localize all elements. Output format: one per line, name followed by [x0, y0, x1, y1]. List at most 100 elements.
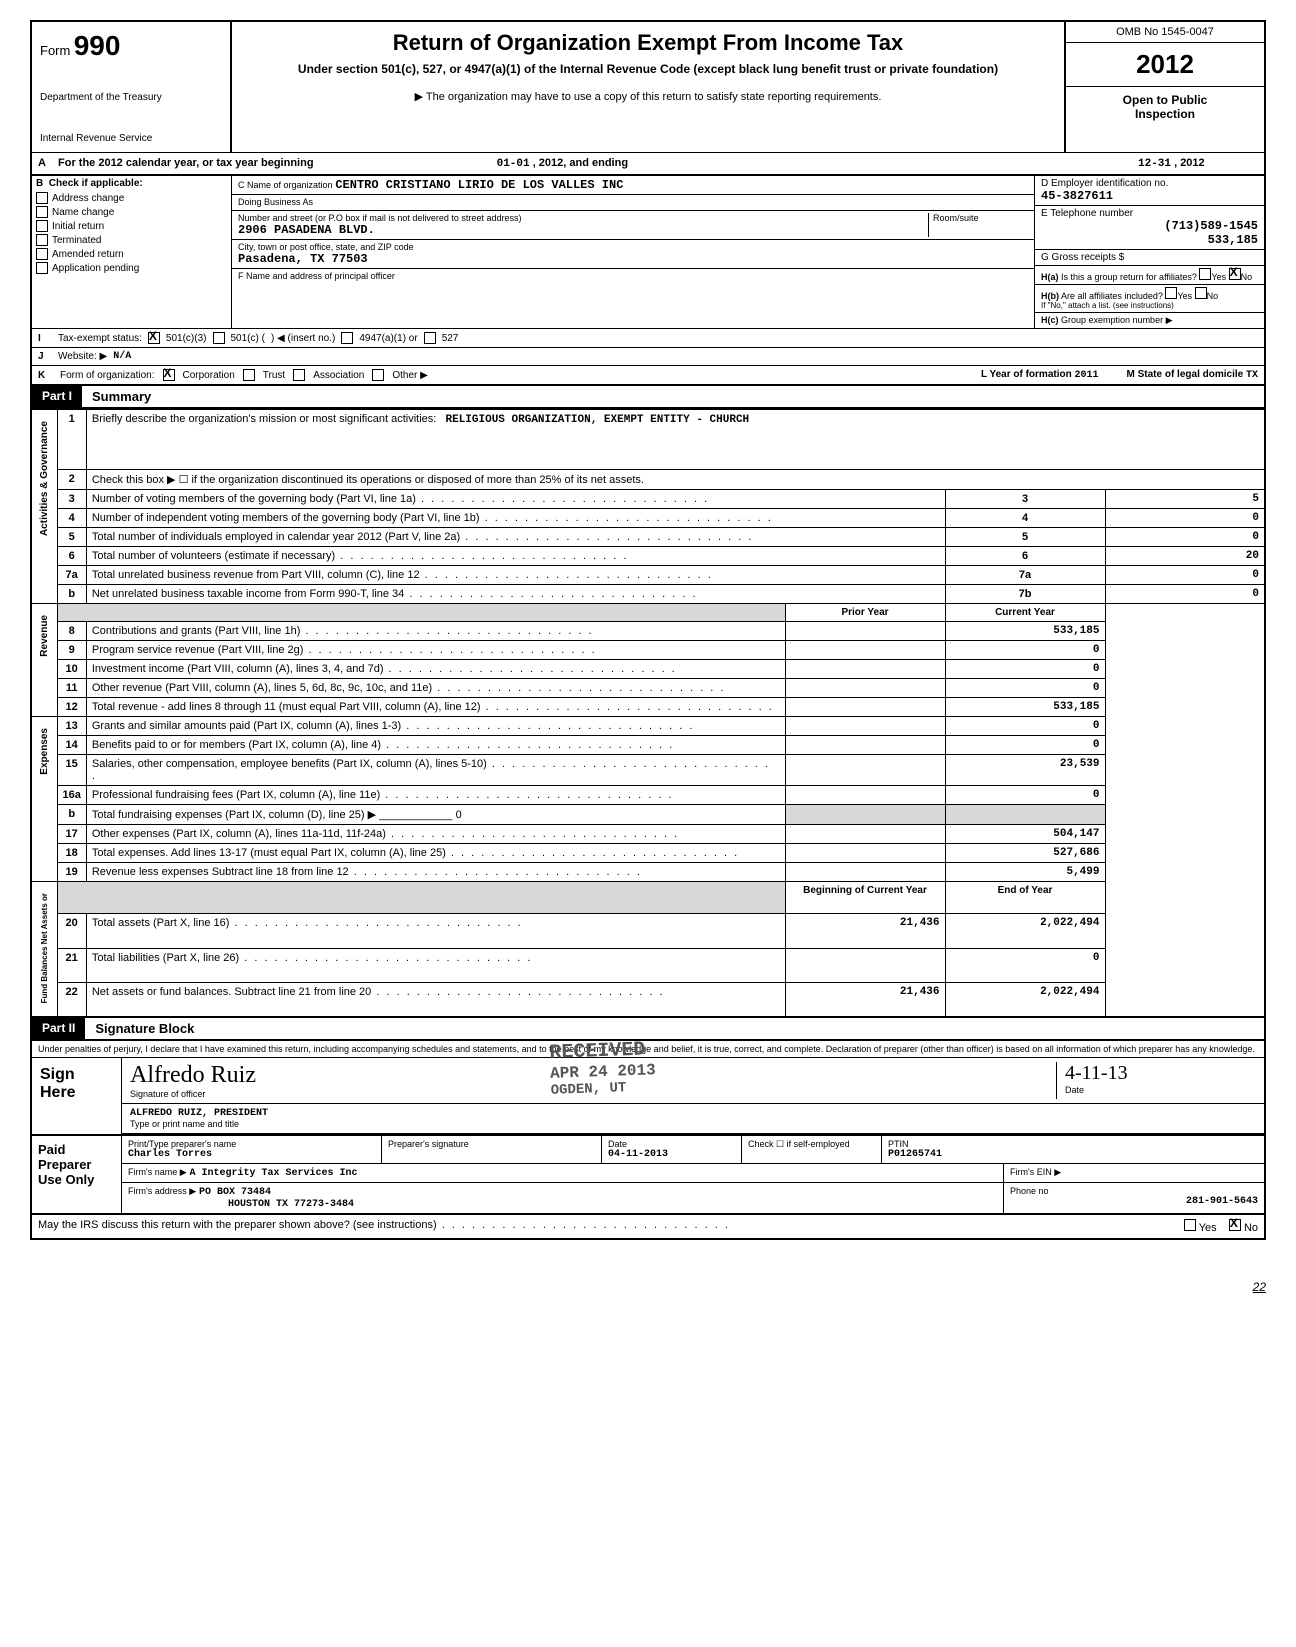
check-amended[interactable]: Amended return: [32, 247, 231, 261]
lc: 7a: [945, 566, 1105, 585]
phone-value: (713)589-1545: [1041, 219, 1258, 233]
lp: 21,436: [785, 914, 945, 948]
sign-label2: Here: [40, 1084, 113, 1102]
lt: Number of independent voting members of …: [86, 509, 945, 528]
checkbox-icon[interactable]: [424, 332, 436, 344]
checkbox-icon[interactable]: [36, 206, 48, 218]
perjury-text: Under penalties of perjury, I declare th…: [32, 1041, 1264, 1058]
row-k: K Form of organization: Corporation Trus…: [30, 366, 1266, 386]
lv: 0: [945, 717, 1105, 736]
firm-ein-cell: Firm's EIN ▶: [1004, 1164, 1264, 1182]
checkbox-icon[interactable]: [163, 369, 175, 381]
street-label: Number and street (or P.O box if mail is…: [238, 213, 928, 223]
checkbox-icon[interactable]: [1184, 1219, 1196, 1231]
lt: Total expenses. Add lines 13-17 (must eq…: [86, 844, 785, 863]
prior-year-hdr: Prior Year: [785, 604, 945, 622]
line-8: 8Contributions and grants (Part VIII, li…: [31, 622, 1265, 641]
firm-name: A Integrity Tax Services Inc: [189, 1168, 357, 1179]
ln: 15: [57, 755, 86, 786]
paid-label: Paid: [38, 1142, 115, 1157]
checkbox-icon[interactable]: [1229, 268, 1241, 280]
lt: Total revenue - add lines 8 through 11 (…: [86, 698, 785, 717]
lp: [785, 863, 945, 882]
dba-row: Doing Business As: [232, 195, 1034, 211]
lv: 0: [945, 736, 1105, 755]
ln: 12: [57, 698, 86, 717]
ln: b: [57, 805, 86, 825]
lp: [785, 825, 945, 844]
lv: 5,499: [945, 863, 1105, 882]
i-label: I: [32, 329, 52, 347]
checkbox-icon[interactable]: [293, 369, 305, 381]
line2-num: 2: [57, 470, 86, 490]
check-application-pending[interactable]: Application pending: [32, 261, 231, 275]
checkbox-icon[interactable]: [372, 369, 384, 381]
checkbox-icon[interactable]: [1195, 287, 1207, 299]
checkbox-icon[interactable]: [36, 192, 48, 204]
checkbox-icon[interactable]: [36, 220, 48, 232]
phone-value2: 533,185: [1041, 233, 1258, 247]
lp: [785, 736, 945, 755]
lt: Other revenue (Part VIII, column (A), li…: [86, 679, 785, 698]
lv: 0: [1105, 509, 1265, 528]
check-terminated[interactable]: Terminated: [32, 233, 231, 247]
line1-text: Briefly describe the organization's miss…: [92, 413, 436, 425]
ln: 8: [57, 622, 86, 641]
preparer-label-text: Preparer: [38, 1157, 115, 1172]
lt: Total fundraising expenses (Part IX, col…: [86, 805, 785, 825]
checkbox-icon[interactable]: [243, 369, 255, 381]
checkbox-icon[interactable]: [1229, 1219, 1241, 1231]
omb-number: OMB No 1545-0047: [1066, 22, 1264, 43]
ln: 5: [57, 528, 86, 547]
sig-date-value: 4-11-13: [1065, 1062, 1256, 1085]
checkbox-icon[interactable]: [148, 332, 160, 344]
checkbox-icon[interactable]: [36, 234, 48, 246]
opt-501c3: 501(c)(3): [166, 333, 207, 344]
open-public: Open to Public Inspection: [1066, 87, 1264, 127]
form-title: Return of Organization Exempt From Incom…: [240, 30, 1056, 56]
address-change-label: Address change: [52, 193, 124, 204]
ln: 10: [57, 660, 86, 679]
checkbox-icon[interactable]: [213, 332, 225, 344]
checkbox-icon[interactable]: [341, 332, 353, 344]
lt: Grants and similar amounts paid (Part IX…: [86, 717, 785, 736]
side-revenue: Revenue: [31, 604, 57, 717]
checkbox-icon[interactable]: [36, 248, 48, 260]
officer-row: F Name and address of principal officer: [232, 269, 1034, 284]
street-row: Number and street (or P.O box if mail is…: [232, 211, 1034, 240]
phone-label: Phone no: [1010, 1186, 1258, 1196]
officer-sig-line: Alfredo Ruiz Signature of officer 4-11-1…: [122, 1058, 1264, 1104]
checkbox-icon[interactable]: [1199, 268, 1211, 280]
ha-label: H(a): [1041, 272, 1059, 282]
lp: [785, 805, 945, 825]
check-name-change[interactable]: Name change: [32, 205, 231, 219]
print-name-cell: Print/Type preparer's name Charles Torre…: [122, 1136, 382, 1163]
ha-text: Is this a group return for affiliates?: [1061, 272, 1197, 282]
form-header: Form 990 Department of the Treasury Inte…: [30, 20, 1266, 152]
tax-year: 2012: [1066, 43, 1264, 87]
lv: 0: [945, 948, 1105, 982]
ln: 20: [57, 914, 86, 948]
check-address-change[interactable]: Address change: [32, 191, 231, 205]
preparer-row2: Firm's name ▶ A Integrity Tax Services I…: [122, 1164, 1264, 1183]
lv: 2,022,494: [945, 982, 1105, 1017]
hb-label: H(b): [1041, 291, 1059, 301]
opt-corp: Corporation: [183, 370, 235, 381]
preparer-sig-label: Preparer's signature: [388, 1139, 595, 1149]
lv: 0: [945, 660, 1105, 679]
lt: Other expenses (Part IX, column (A), lin…: [86, 825, 785, 844]
open-line1: Open to Public: [1072, 93, 1258, 107]
part1-header: Part I Summary: [30, 386, 1266, 409]
form-of-org-label: Form of organization:: [60, 370, 155, 381]
lt: Net assets or fund balances. Subtract li…: [86, 982, 785, 1017]
section-b-left: B Check if applicable: Address change Na…: [32, 176, 232, 328]
line-6: 6Total number of volunteers (estimate if…: [31, 547, 1265, 566]
begin-date: 01-01: [497, 158, 530, 170]
preparer-date-cell: Date 04-11-2013: [602, 1136, 742, 1163]
checkbox-icon[interactable]: [1165, 287, 1177, 299]
checkbox-icon[interactable]: [36, 262, 48, 274]
check-initial-return[interactable]: Initial return: [32, 219, 231, 233]
city-label: City, town or post office, state, and ZI…: [238, 242, 1028, 252]
side-activities-label: Activities & Governance: [39, 413, 50, 544]
self-emp-cell: Check ☐ if self-employed: [742, 1136, 882, 1163]
